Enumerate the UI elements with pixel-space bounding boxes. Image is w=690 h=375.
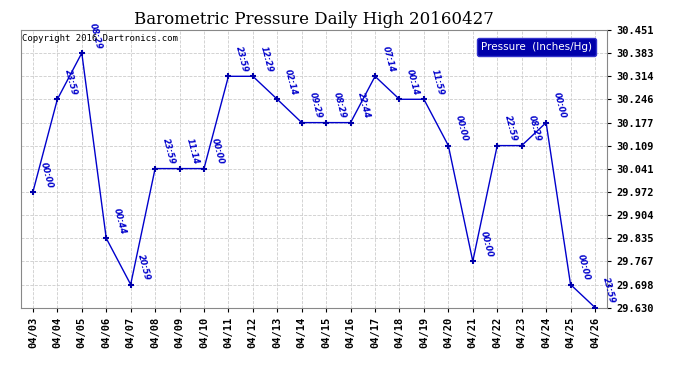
Text: 00:00: 00:00: [210, 138, 225, 166]
Text: 00:00: 00:00: [454, 114, 470, 143]
Text: 00:00: 00:00: [39, 161, 54, 189]
Text: 12:29: 12:29: [259, 45, 274, 74]
Text: 22:59: 22:59: [503, 114, 518, 143]
Text: 23:59: 23:59: [161, 138, 177, 166]
Text: 20:59: 20:59: [136, 254, 152, 282]
Text: 00:00: 00:00: [552, 92, 567, 120]
Text: Copyright 2016 Dartronics.com: Copyright 2016 Dartronics.com: [22, 34, 178, 43]
Legend: Pressure  (Inches/Hg): Pressure (Inches/Hg): [477, 38, 596, 56]
Text: 08:29: 08:29: [527, 114, 543, 143]
Text: 23:59: 23:59: [63, 68, 79, 96]
Text: 00:00: 00:00: [478, 230, 494, 258]
Text: 23:59: 23:59: [234, 45, 250, 74]
Title: Barometric Pressure Daily High 20160427: Barometric Pressure Daily High 20160427: [134, 12, 494, 28]
Text: 22:44: 22:44: [356, 92, 372, 120]
Text: 07:14: 07:14: [381, 45, 396, 74]
Text: 08:29: 08:29: [332, 92, 347, 120]
Text: 02:14: 02:14: [283, 68, 299, 96]
Text: 00:14: 00:14: [405, 68, 421, 96]
Text: 09:29: 09:29: [307, 92, 323, 120]
Text: 11:14: 11:14: [185, 138, 201, 166]
Text: 11:59: 11:59: [429, 68, 445, 96]
Text: 23:59: 23:59: [600, 276, 616, 305]
Text: 00:44: 00:44: [112, 207, 128, 236]
Text: 08:29: 08:29: [88, 22, 103, 50]
Text: 00:00: 00:00: [576, 254, 592, 282]
